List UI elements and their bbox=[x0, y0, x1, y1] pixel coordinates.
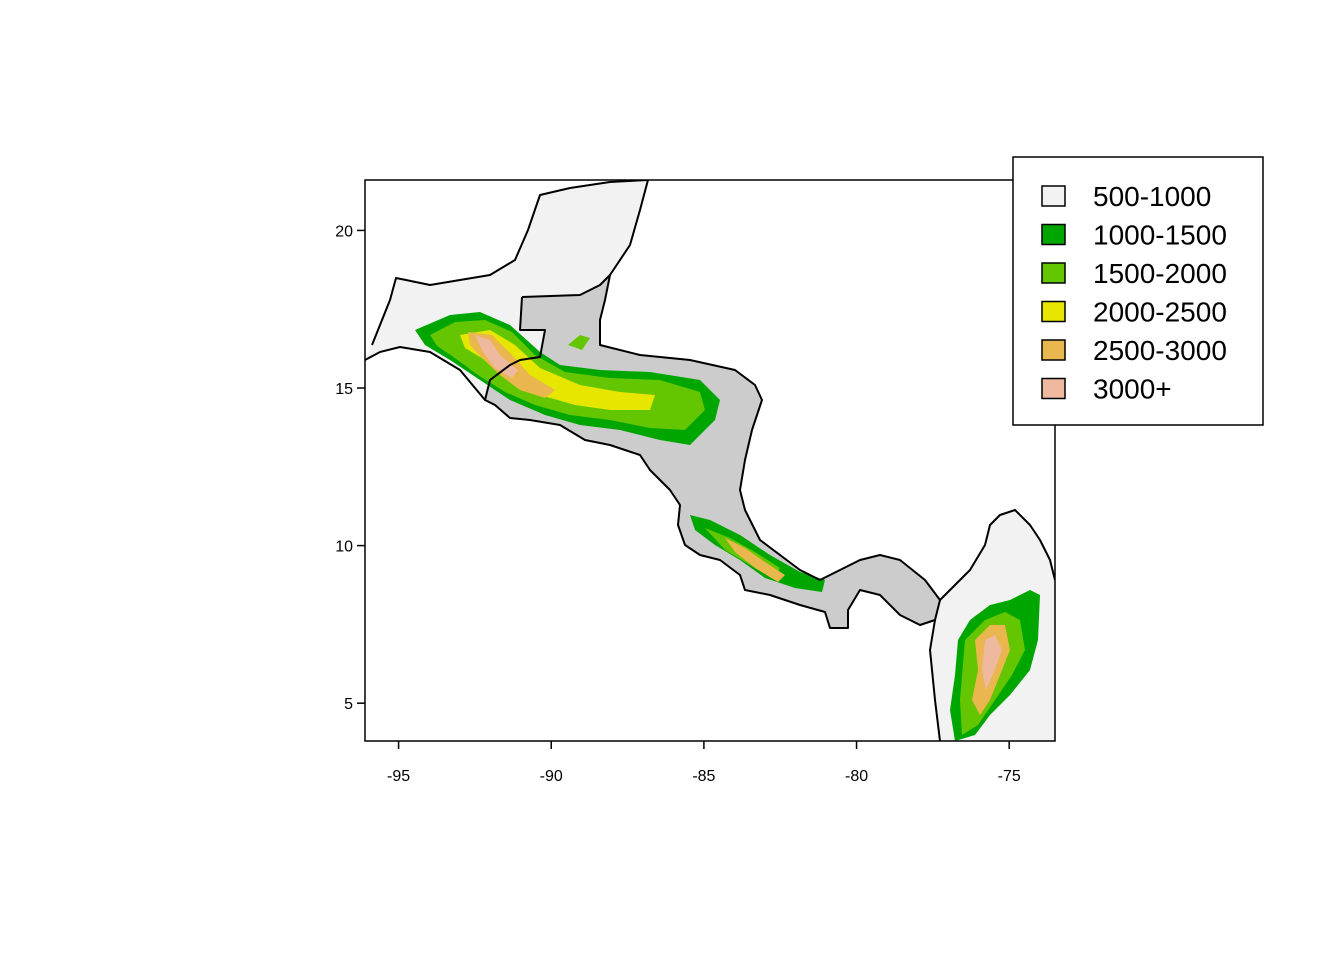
y-tick-label: 10 bbox=[335, 539, 353, 556]
x-axis: -95 -90 -85 -80 -75 bbox=[387, 741, 1021, 785]
legend-swatch bbox=[1041, 223, 1066, 246]
legend-item: 2000-2500 bbox=[1041, 297, 1227, 328]
y-axis: 5 10 15 20 bbox=[335, 223, 365, 713]
central-america-region bbox=[485, 275, 940, 628]
legend-label: 3000+ bbox=[1093, 374, 1172, 405]
legend-swatch bbox=[1041, 185, 1066, 207]
plot-frame bbox=[364, 179, 1056, 742]
legend-item: 1500-2000 bbox=[1041, 258, 1227, 289]
legend-swatch bbox=[1041, 300, 1066, 323]
x-tick-label: -95 bbox=[387, 768, 410, 785]
legend-label: 2500-3000 bbox=[1093, 335, 1227, 366]
legend-label: 500-1000 bbox=[1093, 181, 1211, 212]
y-tick-label: 5 bbox=[344, 696, 353, 713]
legend-swatch bbox=[1041, 377, 1066, 400]
legend-label: 1000-1500 bbox=[1093, 220, 1227, 251]
x-tick-label: -85 bbox=[692, 768, 715, 785]
legend-swatch bbox=[1041, 339, 1066, 361]
map-land-layer bbox=[365, 180, 1055, 741]
x-tick-label: -75 bbox=[998, 768, 1021, 785]
legend-label: 2000-2500 bbox=[1093, 297, 1227, 328]
y-tick-label: 15 bbox=[335, 381, 353, 398]
legend-swatch bbox=[1041, 262, 1066, 284]
x-tick-label: -80 bbox=[845, 768, 868, 785]
y-tick-label: 20 bbox=[335, 223, 353, 240]
x-tick-label: -90 bbox=[540, 768, 563, 785]
border-lines bbox=[365, 180, 1055, 741]
legend-item: 2500-3000 bbox=[1041, 335, 1227, 366]
legend-item: 3000+ bbox=[1041, 374, 1172, 405]
legend-item: 1000-1500 bbox=[1041, 220, 1227, 251]
legend-item: 500-1000 bbox=[1041, 181, 1211, 212]
legend-label: 1500-2000 bbox=[1093, 258, 1227, 289]
legend: 500-1000 1000-1500 1500-2000 2000-2500 2500-… bbox=[1012, 156, 1264, 426]
